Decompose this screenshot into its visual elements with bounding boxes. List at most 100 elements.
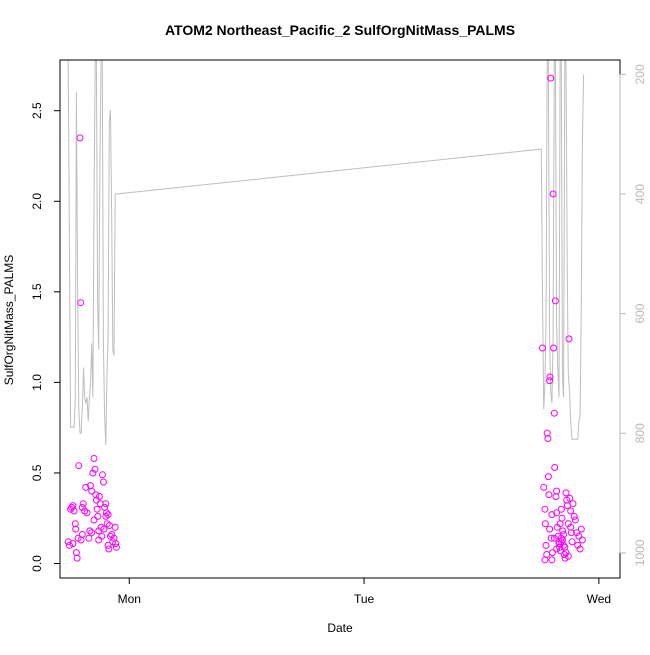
data-point [105,545,113,553]
data-point [95,536,103,544]
data-point [64,538,72,546]
y-tick-label: 2.5 [30,102,44,119]
y-tick-label: 1.0 [30,374,44,391]
data-point [553,509,561,517]
chart-title: ATOM2 Northeast_Pacific_2 SulfOrgNitMass… [165,22,515,38]
data-point [88,487,96,495]
y-axis-label: SulfOrgNitMass_PALMS [2,255,16,385]
data-point [67,505,75,513]
data-point [65,541,73,549]
data-point [92,491,100,499]
data-point [77,299,85,307]
data-point [545,491,553,499]
data-point [571,516,579,524]
data-point [88,529,96,537]
data-point [103,520,111,528]
data-point [82,483,90,491]
y-tick-label: 0.0 [30,555,44,572]
data-point [99,471,106,479]
x-axis-label: Date [327,621,353,635]
data-point [575,532,583,540]
y2-tick-label: 800 [633,423,647,443]
data-point [570,512,578,520]
y2-tick-label: 1000 [633,539,647,566]
data-point [111,523,119,531]
data-point [546,373,554,381]
data-point [102,500,110,508]
data-point [104,511,112,519]
data-point [76,134,84,142]
data-point [544,435,552,442]
y-tick-label: 0.5 [30,464,44,481]
data-point [83,509,91,517]
data-point [90,455,98,462]
data-point [547,534,555,542]
data-point [568,538,576,546]
y-tick-label: 1.5 [30,283,44,300]
data-point [75,462,83,470]
data-point [567,529,575,537]
data-point [574,541,582,549]
data-point [81,507,89,515]
data-point [102,512,110,520]
y-tick-label: 2.0 [30,193,44,210]
data-point [69,540,77,548]
data-point [90,516,98,524]
data-point [561,543,569,551]
data-point [569,500,577,508]
data-point [548,556,556,564]
data-point [550,344,558,352]
data-point [543,429,551,437]
data-point [99,478,107,486]
y-axis-left: 0.0 0.5 1.0 1.5 2.0 2.5 [30,102,61,572]
data-point [542,541,550,549]
x-tick-label: Wed [587,592,611,606]
data-point [559,536,566,544]
data-point [566,494,574,502]
x-tick-label: Tue [354,592,375,606]
data-point [547,74,555,82]
data-point [104,541,112,549]
data-point [91,465,99,473]
data-point [567,523,575,531]
data-point [573,529,581,537]
data-point [79,500,87,508]
data-point [68,503,76,511]
plot-frame [59,59,621,579]
data-point [551,464,559,471]
data-point [560,551,568,558]
data-point [78,503,86,511]
data-point [577,525,585,533]
data-point [540,483,548,491]
data-point [86,527,94,535]
data-point [550,409,558,417]
data-point [85,534,93,542]
point-series [64,74,586,564]
data-point [552,493,560,500]
x-tick-label: Mon [118,592,141,606]
data-point [562,489,570,497]
data-point [565,335,573,343]
data-point [556,520,564,528]
data-point [557,538,565,546]
data-point [100,525,108,533]
x-axis: Mon Tue Wed [118,577,611,606]
data-point [553,487,561,495]
data-point [72,525,80,533]
data-point [548,511,556,519]
data-point [567,507,575,515]
data-point [71,520,79,528]
data-point [546,525,554,533]
data-point [564,552,572,560]
y-axis-right: 200 400 600 800 1000 [619,64,647,566]
data-point [550,534,558,542]
data-point [559,527,567,535]
data-point [578,536,586,544]
y2-tick-label: 200 [633,64,647,84]
data-point [546,377,554,385]
data-point [548,549,556,557]
y2-tick-label: 600 [633,303,647,323]
data-point [70,507,78,515]
data-point [541,520,549,528]
